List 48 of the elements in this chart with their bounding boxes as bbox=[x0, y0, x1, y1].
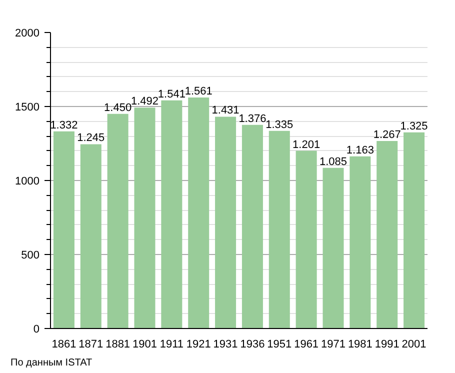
bar bbox=[107, 114, 128, 328]
bar bbox=[322, 168, 344, 328]
x-tick-label: 1921 bbox=[186, 338, 211, 350]
bar bbox=[215, 116, 236, 328]
bar bbox=[350, 156, 371, 328]
x-tick-label: 1901 bbox=[132, 338, 157, 350]
x-tick-label: 1961 bbox=[294, 338, 319, 350]
y-tick-label: 1500 bbox=[15, 102, 40, 114]
data-label: 1.267 bbox=[373, 128, 401, 141]
x-tick-label: 1981 bbox=[348, 338, 372, 350]
data-label: 1.450 bbox=[104, 102, 132, 114]
bar bbox=[404, 132, 425, 328]
y-tick-label: 1000 bbox=[15, 176, 40, 188]
data-label: 1.325 bbox=[400, 120, 428, 132]
data-label: 1.335 bbox=[266, 118, 294, 131]
data-label: 1.163 bbox=[346, 144, 374, 156]
data-label: 1.245 bbox=[77, 132, 105, 144]
x-tick-label: 1861 bbox=[52, 338, 76, 350]
data-label: 1.561 bbox=[184, 85, 212, 98]
y-tick-label: 2000 bbox=[15, 28, 40, 40]
data-label: 1.541 bbox=[158, 88, 186, 100]
x-tick-label: 1911 bbox=[160, 338, 184, 350]
data-label: 1.431 bbox=[212, 104, 240, 117]
y-tick-label: 500 bbox=[21, 250, 40, 262]
x-tick-label: 1991 bbox=[374, 338, 400, 350]
x-tick-label: 1931 bbox=[213, 338, 238, 350]
x-tick-label: 1936 bbox=[240, 338, 265, 350]
x-tick-label: 1871 bbox=[78, 338, 104, 350]
bar bbox=[268, 130, 290, 328]
x-tick-label: 1951 bbox=[267, 338, 292, 350]
bar bbox=[188, 97, 210, 328]
bar bbox=[242, 124, 263, 328]
bar bbox=[376, 140, 398, 328]
bar bbox=[80, 144, 102, 328]
x-tick-label: 2001 bbox=[402, 338, 426, 350]
x-tick-label: 1881 bbox=[106, 338, 130, 350]
bar bbox=[53, 131, 74, 328]
data-label: 1.085 bbox=[319, 156, 348, 168]
data-label: 1.492 bbox=[130, 96, 159, 108]
text: По данным ISTAT bbox=[10, 358, 92, 368]
x-tick-label: 1971 bbox=[321, 338, 346, 350]
data-label: 1.332 bbox=[50, 119, 78, 132]
bar bbox=[161, 100, 182, 328]
data-label: 1.376 bbox=[238, 112, 266, 125]
y-tick-label: 0 bbox=[33, 324, 40, 336]
data-label: 1.201 bbox=[292, 138, 320, 151]
bar bbox=[134, 108, 156, 328]
bar bbox=[296, 150, 317, 328]
